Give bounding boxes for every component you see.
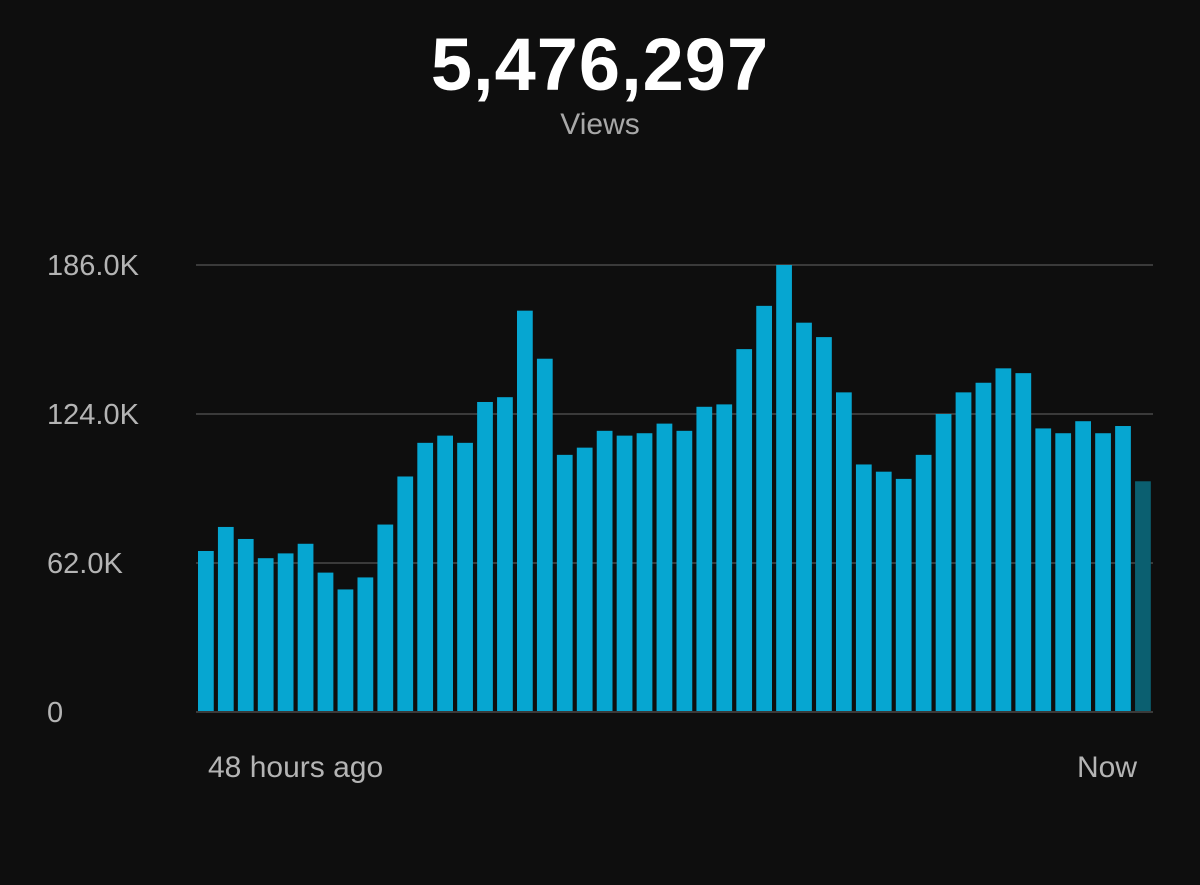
bar[interactable] [596,430,613,712]
bar[interactable] [217,526,234,712]
bar[interactable] [855,464,872,712]
bar[interactable] [397,476,414,712]
bars [198,265,1151,712]
bar[interactable] [517,310,533,712]
bar[interactable] [497,397,513,712]
bar[interactable] [656,423,673,712]
bar[interactable] [636,433,653,712]
x-label-start: 48 hours ago [208,751,383,784]
bar[interactable] [1115,426,1131,712]
bar[interactable] [1075,421,1092,712]
y-tick-label: 124.0K [47,399,140,431]
bar[interactable] [457,442,473,712]
bar[interactable] [816,337,832,712]
bar[interactable] [796,322,812,712]
grid-lines [196,264,1153,564]
bar[interactable] [616,435,633,712]
bar[interactable] [297,543,314,712]
y-tick-label: 0 [47,697,63,729]
bar[interactable] [576,447,593,712]
bar[interactable] [357,577,374,712]
y-tick-label: 62.0K [47,548,123,580]
bar[interactable] [875,471,892,712]
bar[interactable] [277,553,294,712]
bar[interactable] [556,454,573,712]
bar[interactable] [915,454,932,712]
bar[interactable] [337,589,354,712]
bar[interactable] [895,478,912,712]
bar[interactable] [676,430,693,712]
bar[interactable] [437,435,454,712]
bar[interactable] [257,558,274,712]
y-tick-label: 186.0K [47,250,140,282]
bar[interactable] [836,392,852,712]
bar[interactable] [317,572,334,712]
bar[interactable] [776,265,792,712]
bar[interactable] [198,550,214,712]
bar[interactable] [417,442,434,712]
bar[interactable] [935,414,952,712]
bar[interactable] [696,406,713,712]
bar[interactable] [995,368,1012,712]
bar[interactable] [955,392,972,712]
bar[interactable] [536,358,553,712]
bar[interactable] [1055,433,1072,712]
tick-labels: 0 62.0K 124.0K 186.0K [47,250,140,729]
bar[interactable] [756,305,773,712]
bar-current-partial[interactable] [1135,481,1151,712]
bar[interactable] [1035,428,1052,712]
bar[interactable] [237,538,254,712]
bar[interactable] [1095,433,1111,712]
bar[interactable] [736,349,753,712]
total-views-value: 5,476,297 [430,23,770,106]
bar[interactable] [1015,373,1032,712]
bar[interactable] [716,404,733,712]
bar[interactable] [477,401,493,712]
metric-label: Views [560,108,640,141]
bar[interactable] [975,382,992,712]
bar[interactable] [377,524,394,712]
x-label-end: Now [1077,751,1137,784]
